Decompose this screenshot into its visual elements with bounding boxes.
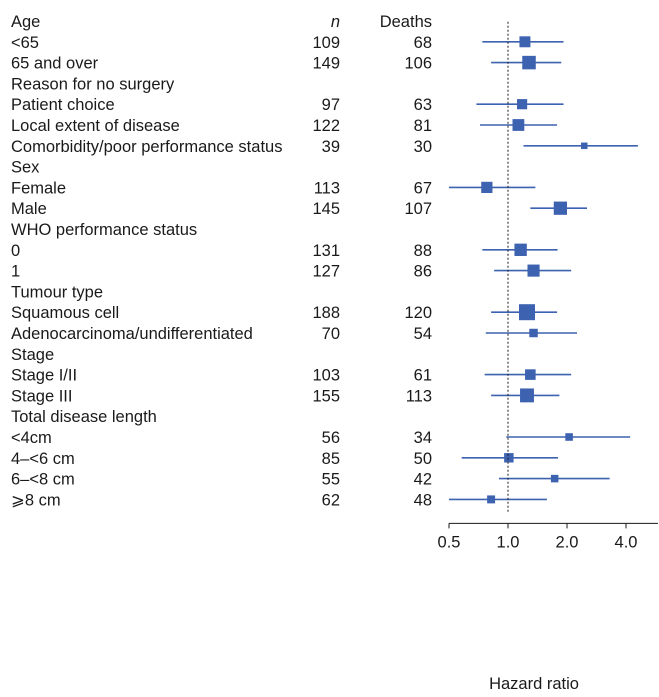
group-heading: Sex xyxy=(11,159,40,177)
row-n: 103 xyxy=(312,367,340,385)
x-tick-label: 0.5 xyxy=(438,533,461,551)
row-n: 188 xyxy=(312,304,340,322)
hr-marker xyxy=(504,453,514,463)
row-deaths: 86 xyxy=(414,263,432,281)
row-n: 155 xyxy=(312,387,340,405)
row-n: 55 xyxy=(322,471,340,489)
row-label: Adenocarcinoma/undifferentiated xyxy=(11,325,253,343)
row-label: 65 and over xyxy=(11,55,99,73)
row-n: 127 xyxy=(312,263,340,281)
row-deaths: 88 xyxy=(414,242,432,260)
row-deaths: 68 xyxy=(414,34,432,52)
x-tick-label: 1.0 xyxy=(497,533,520,551)
x-axis: 0.5 1.0 2.0 4.0 xyxy=(438,522,658,551)
row-n: 62 xyxy=(322,491,340,509)
row-deaths: 107 xyxy=(404,200,432,218)
row-n: 39 xyxy=(322,138,340,156)
row-n: 113 xyxy=(314,179,340,197)
x-tick-label: 2.0 xyxy=(556,533,579,551)
row-n: 56 xyxy=(322,429,340,447)
row-label: 1 xyxy=(11,263,20,281)
hr-marker xyxy=(512,119,525,131)
row-label: <65 xyxy=(11,34,39,52)
row-n: 131 xyxy=(312,242,340,260)
row-label: Male xyxy=(11,200,47,218)
row-label: ⩾8 cm xyxy=(11,491,61,509)
row-deaths: 30 xyxy=(414,138,432,156)
row-n: 145 xyxy=(312,200,340,218)
row-deaths: 113 xyxy=(406,387,432,405)
row-n: 97 xyxy=(322,96,340,114)
x-axis-label: Hazard ratio xyxy=(489,675,579,693)
row-deaths: 120 xyxy=(404,304,432,322)
hr-marker xyxy=(487,495,496,504)
row-deaths: 67 xyxy=(414,179,432,197)
row-label: 4–<6 cm xyxy=(11,450,75,468)
row-n: 109 xyxy=(312,34,340,52)
hr-marker xyxy=(550,474,559,483)
group-heading: Age xyxy=(11,13,40,31)
row-deaths: 34 xyxy=(414,429,432,447)
row-n: 85 xyxy=(322,450,340,468)
row-deaths: 48 xyxy=(414,491,432,509)
hr-marker xyxy=(522,55,536,70)
row-deaths: 81 xyxy=(414,117,432,135)
row-label: 6–<8 cm xyxy=(11,471,75,489)
hr-marker xyxy=(529,328,538,338)
group-heading: Total disease length xyxy=(11,408,157,426)
row-label: Squamous cell xyxy=(11,304,119,322)
row-deaths: 42 xyxy=(414,471,432,489)
row-deaths: 61 xyxy=(414,367,432,385)
row-label: Comorbidity/poor performance status xyxy=(11,138,282,156)
row-label: Local extent of disease xyxy=(11,117,180,135)
row-n: 70 xyxy=(322,325,340,343)
row-deaths: 54 xyxy=(414,325,432,343)
row-label: Female xyxy=(11,179,66,197)
row-label: 0 xyxy=(11,242,20,260)
row-deaths: 50 xyxy=(414,450,432,468)
row-label: Stage I/II xyxy=(11,367,77,385)
hr-marker xyxy=(565,433,573,441)
column-header-n: n xyxy=(331,13,340,31)
hr-marker xyxy=(519,36,531,48)
hr-marker xyxy=(520,388,534,403)
row-label: Stage III xyxy=(11,387,72,405)
hr-marker xyxy=(481,181,493,194)
group-heading: WHO performance status xyxy=(11,221,197,239)
hr-marker xyxy=(514,243,527,256)
hr-marker xyxy=(518,304,535,321)
row-label: Patient choice xyxy=(11,96,115,114)
row-label: <4cm xyxy=(11,429,52,447)
forest-rows: Age <65 109 68 65 and over 149 106 Reason for n… xyxy=(11,13,638,509)
hr-marker xyxy=(525,369,536,380)
row-deaths: 63 xyxy=(414,96,432,114)
x-tick-label: 4.0 xyxy=(615,533,638,551)
row-n: 149 xyxy=(312,55,340,73)
hr-marker xyxy=(527,264,540,277)
group-heading: Stage xyxy=(11,346,54,364)
hr-marker xyxy=(516,99,528,110)
column-header-deaths: Deaths xyxy=(380,13,432,31)
row-n: 122 xyxy=(312,117,340,135)
hr-marker xyxy=(581,142,588,150)
row-deaths: 106 xyxy=(404,55,432,73)
hr-marker xyxy=(553,201,567,215)
group-heading: Tumour type xyxy=(11,283,103,301)
group-heading: Reason for no surgery xyxy=(11,75,175,93)
